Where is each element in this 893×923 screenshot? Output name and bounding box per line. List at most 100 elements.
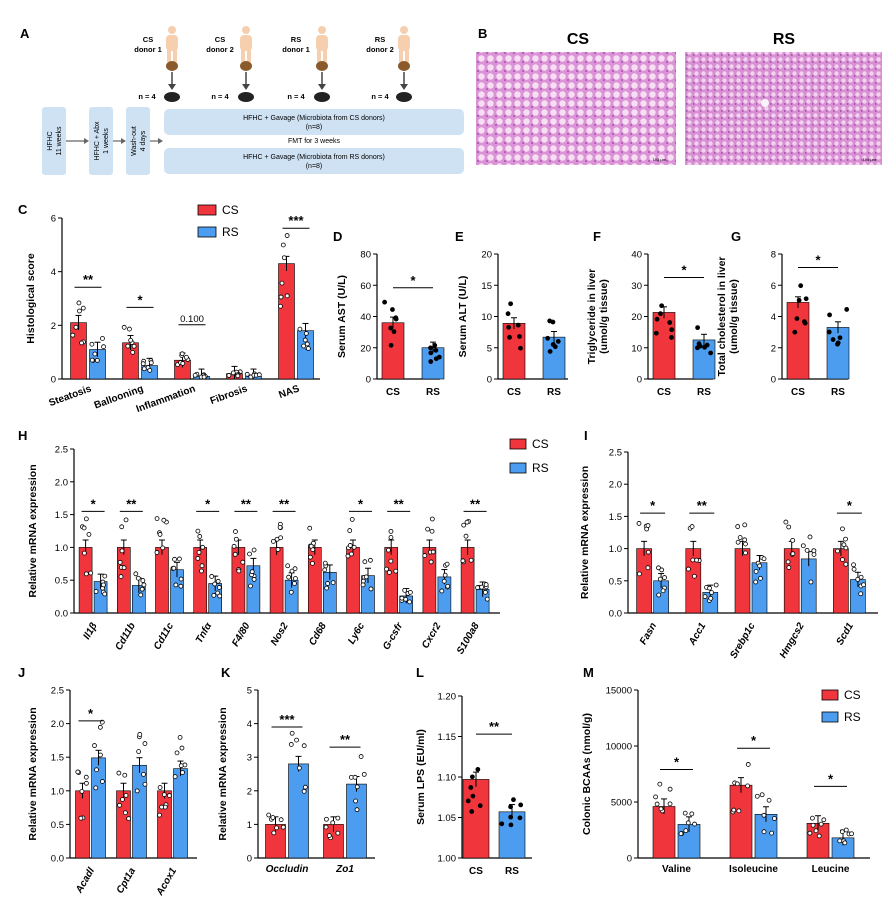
legend-rs-label: RS [222,225,239,239]
legend-cs-swatch [509,438,527,450]
bar-cs [462,779,490,859]
significance-label: ** [126,496,137,511]
y-tick-label: 2 [247,786,252,797]
mouse-icon [238,92,254,102]
x-tick-label: F4/80 [230,621,253,649]
row-cs-donors [164,109,464,135]
data-point [813,828,819,834]
data-point [737,535,743,540]
data-point [388,558,394,564]
data-point [134,788,140,794]
y-tick-label: 0 [771,375,776,386]
y-tick-label: 1.0 [609,544,622,555]
y-tick-label: 3 [247,753,252,764]
data-point [709,590,714,595]
data-point [843,536,848,542]
data-point [301,343,307,349]
data-point [349,516,355,522]
data-point [753,579,759,585]
svg-text:RS: RS [291,35,301,44]
data-point [555,339,561,344]
stool-icon [240,61,252,71]
y-tick-label: 0.0 [55,609,68,620]
x-tick-label: Cd68 [307,621,329,648]
data-point [199,563,205,569]
data-point [662,575,667,580]
chart-j: 0.0 0.5 1.0 1.5 2.0 2.5 Relative mRNA expressi… [27,686,197,898]
data-point [236,568,242,574]
data-point [195,556,201,561]
data-point [183,354,189,360]
data-point [199,568,204,574]
data-point [235,373,241,379]
data-point [461,522,467,528]
fmt-label: FMT for 3 weeks [288,138,340,145]
panel-m-label: M [583,665,594,680]
data-point [713,582,719,588]
panel-i-label: I [584,428,588,443]
x-tick-label: CS [657,387,671,398]
row-rs-donors [164,148,464,174]
data-point [855,577,861,582]
data-point [702,344,708,350]
histology-image-rs [685,52,882,165]
data-point [653,330,659,336]
data-point [256,372,262,378]
x-tick-label: RS [697,387,711,398]
svg-text:1 weeks: 1 weeks [103,128,110,154]
data-point [742,537,748,543]
data-point [76,300,82,306]
data-point [659,303,665,309]
chart-f: 0 10 20 30 40 Triglyceride in liver (umol/g ti… [586,250,716,398]
significance-label: ** [697,498,708,513]
data-point [215,578,221,584]
data-point [804,547,810,553]
data-point [745,762,751,767]
panel-a: A CS donor 1 n = 4 CS donor 2 [20,26,464,175]
data-point [266,812,272,818]
data-point [645,565,651,571]
x-tick-label: CS [507,387,521,398]
panel-e-label: E [455,229,464,244]
data-point [841,542,847,548]
legend-m: CS RS [821,688,861,724]
y-tick-label: 2.5 [609,448,622,459]
data-point [93,785,99,791]
data-point [439,588,445,594]
data-point [75,769,81,775]
svg-text:donor 1: donor 1 [134,45,162,54]
x-tick-label: Acadl [73,866,97,896]
data-point [657,576,663,582]
data-point [390,307,395,312]
data-point [154,550,160,555]
y-tick-label: 1.00 [438,854,457,865]
data-point [692,821,697,827]
data-point [140,361,146,367]
data-point [399,595,405,601]
data-point [839,829,845,835]
significance-label: * [88,706,94,721]
mouse-icon [314,92,330,102]
data-point [772,816,777,821]
data-point [388,528,394,534]
data-point [465,798,471,804]
svg-text:donor 1: donor 1 [282,45,310,54]
data-point [545,335,551,341]
data-point [407,599,413,605]
data-point [840,557,845,562]
data-point [686,566,691,572]
data-point [694,557,700,563]
data-point [669,335,674,340]
scale-bar-cs: 100 μm [653,157,667,162]
x-tick-label: Fasn [638,621,659,647]
data-point [304,341,310,347]
x-tick-label: Leucine [812,864,850,875]
svg-text:4 days: 4 days [140,130,147,151]
significance-label: * [650,498,656,513]
svg-text:HFHC + Gavage (Microbiota from: HFHC + Gavage (Microbiota from CS donors… [243,115,385,122]
data-point [177,556,182,562]
data-point [305,346,311,351]
x-tick-label: Nos2 [269,621,291,648]
data-point [468,785,474,790]
data-point [278,294,284,300]
